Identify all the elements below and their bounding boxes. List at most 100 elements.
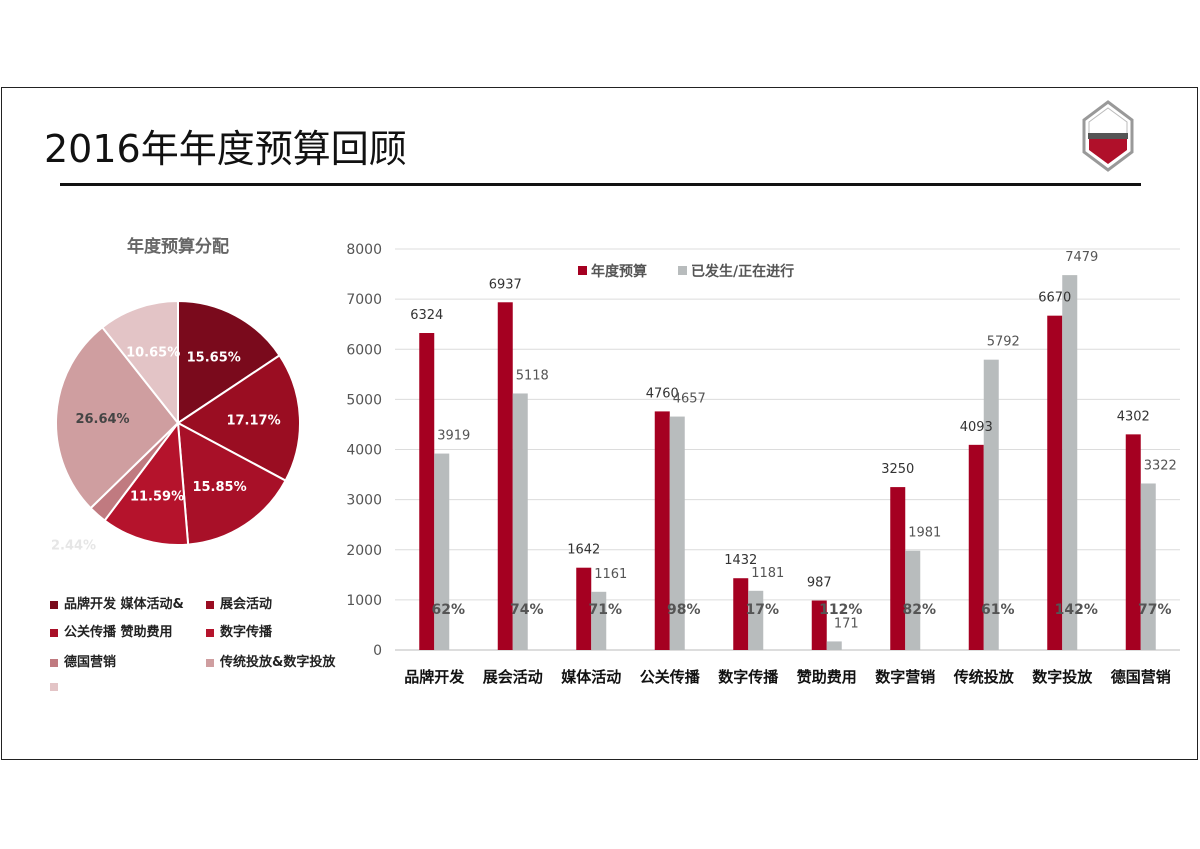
y-tick-label: 2000 [346, 543, 382, 559]
x-category-label: 品牌开发 [404, 668, 465, 686]
legend-label: 传统投放&数字投放 [220, 655, 336, 670]
x-category-label: 数字营销 [875, 668, 935, 686]
page-title: 2016年年度预算回顾 [44, 127, 407, 171]
bar-legend-label: 已发生/正在进行 [691, 263, 794, 280]
bar-value-label: 3919 [437, 429, 470, 444]
y-tick-label: 7000 [346, 292, 382, 308]
x-category-label: 展会活动 [483, 668, 543, 686]
bar-budget [968, 444, 984, 650]
y-tick-label: 5000 [346, 392, 382, 408]
pie-legend-item: 展会活动 [206, 593, 272, 612]
bar-spent [983, 359, 999, 650]
bar-budget [811, 600, 827, 650]
x-category-label: 数字传播 [718, 668, 779, 686]
bar-value-label: 1981 [908, 526, 941, 541]
pie-legend-item: 数字传播 [206, 621, 272, 640]
x-category-label: 公关传播 [640, 668, 701, 686]
bar-legend-swatch [678, 266, 687, 275]
pie-legend-item: 传统投放&数字投放 [206, 651, 335, 670]
bar-value-label: 4093 [960, 420, 993, 435]
bar-value-label: 7479 [1065, 250, 1098, 265]
x-category-label: 德国营销 [1111, 668, 1171, 686]
ratio-label: 61% [981, 602, 1015, 618]
bar-spent [669, 416, 685, 650]
x-category-label: 传统投放 [953, 668, 1015, 686]
ratio-label: 71% [588, 602, 622, 618]
bar-budget [497, 302, 513, 650]
bar-value-label: 4657 [673, 392, 706, 407]
pie-data-label: 11.59% [130, 490, 184, 505]
ratio-label: 77% [1138, 602, 1172, 618]
bar-value-label: 6670 [1038, 291, 1071, 306]
bar-value-label: 1181 [751, 566, 784, 581]
bar-value-label: 3250 [881, 462, 914, 477]
ratio-label: 17% [745, 602, 779, 618]
brand-logo-icon [1082, 100, 1134, 172]
pie-chart-title: 年度预算分配 [127, 237, 229, 257]
legend-label: 数字传播 [220, 625, 273, 640]
bar-value-label: 1642 [567, 543, 600, 558]
x-category-label: 媒体活动 [561, 668, 621, 686]
pie-slice-1 [176, 354, 301, 482]
bar-budget [1047, 315, 1063, 650]
pie-data-label: 15.85% [192, 480, 246, 495]
bar-value-label: 6324 [410, 308, 443, 323]
bar-value-label: 1432 [724, 553, 757, 568]
ratio-label: 142% [1055, 602, 1098, 618]
legend-swatch [206, 658, 214, 667]
x-category-label: 数字投放 [1032, 668, 1093, 686]
bar-value-label: 5792 [987, 335, 1020, 350]
bar-spent [591, 591, 607, 650]
x-category-label: 赞助费用 [796, 668, 857, 686]
bar-spent [1062, 275, 1078, 650]
y-tick-label: 8000 [346, 242, 382, 258]
bar-value-label: 1161 [594, 567, 627, 582]
legend-swatch [50, 682, 58, 691]
bar-budget [733, 578, 749, 650]
bar-spent [512, 393, 528, 650]
ratio-label: 74% [510, 602, 544, 618]
pie-slice-5 [55, 325, 180, 510]
ratio-label: 112% [819, 602, 862, 618]
pie-data-label: 26.64% [75, 412, 129, 427]
legend-swatch [50, 628, 58, 637]
legend-label: 德国营销 [64, 655, 117, 670]
ratio-label: 98% [667, 602, 701, 618]
pie-slice-6 [100, 299, 179, 426]
pie-data-label: 17.17% [226, 413, 280, 428]
pie-slice-2 [176, 421, 287, 546]
bar-budget [419, 333, 435, 650]
bar-value-label: 987 [807, 576, 832, 591]
legend-swatch [50, 600, 58, 609]
pie-slice-3 [103, 420, 190, 546]
pie-data-label: 2.44% [51, 539, 96, 554]
bar-legend-swatch [578, 266, 587, 275]
legend-swatch [206, 628, 214, 637]
y-tick-label: 6000 [346, 342, 382, 358]
bar-value-label: 3322 [1144, 458, 1177, 473]
pie-data-label: 10.65% [126, 346, 180, 361]
ratio-label: 82% [902, 602, 936, 618]
legend-label: 展会活动 [220, 597, 273, 612]
bar-value-label: 171 [834, 616, 859, 631]
bar-budget [890, 487, 906, 650]
bar-spent [748, 590, 764, 650]
title-divider [60, 183, 1141, 186]
bar-spent [905, 550, 921, 650]
y-tick-label: 0 [373, 643, 382, 659]
legend-label: 品牌开发 媒体活动& [64, 597, 184, 612]
bar-budget [1125, 434, 1141, 650]
bar-spent [1140, 483, 1156, 650]
bar-value-label: 5118 [516, 368, 549, 383]
y-tick-label: 3000 [346, 493, 382, 509]
ratio-label: 62% [431, 602, 465, 618]
pie-slice-0 [177, 299, 281, 425]
pie-legend-item: 德国营销 [50, 651, 116, 670]
bar-legend-label: 年度预算 [591, 263, 647, 280]
bar-value-label: 4760 [646, 386, 679, 401]
legend-swatch [50, 658, 58, 667]
pie-legend-item [50, 679, 64, 694]
y-tick-label: 1000 [346, 593, 382, 609]
bar-value-label: 4302 [1117, 409, 1150, 424]
